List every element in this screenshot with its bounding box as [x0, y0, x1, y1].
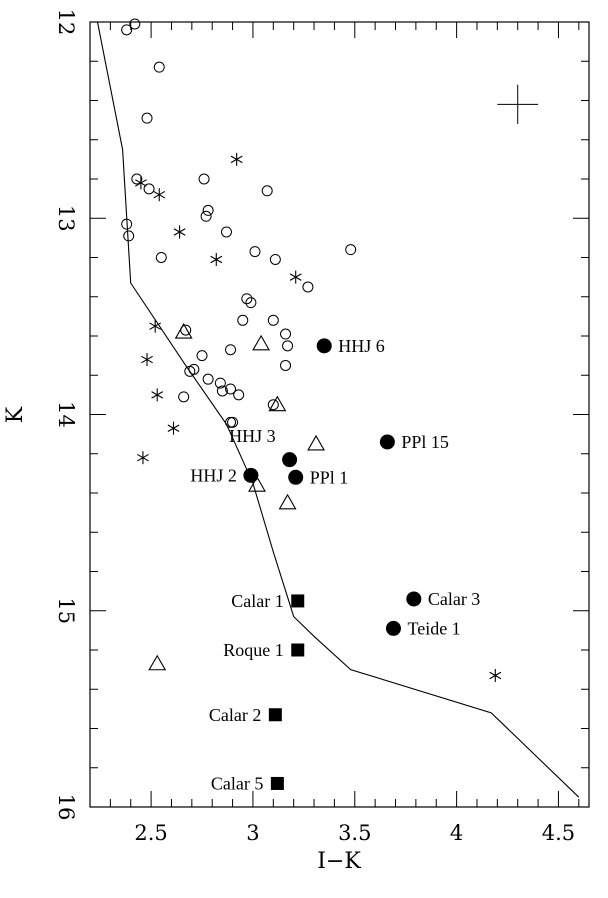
data-points [121, 18, 502, 790]
asterisk-point [230, 152, 243, 166]
asterisk-point [167, 421, 180, 435]
open-triangle-point [248, 476, 266, 492]
object-label: HHJ 3 [229, 426, 276, 446]
object-label: PPl 1 [310, 467, 349, 487]
axis-ticks [89, 21, 589, 808]
open-triangle-point [148, 654, 167, 671]
open-circle-point [245, 297, 257, 309]
asterisk-point [135, 176, 147, 190]
open-circle-point [261, 185, 273, 197]
asterisk-point [137, 451, 149, 465]
open-circle-point [123, 230, 135, 242]
x-tick-label: 4 [450, 821, 463, 845]
filled-circle-point [379, 434, 395, 450]
plot-frame [89, 21, 590, 808]
open-circle-point [267, 314, 279, 326]
open-circle-point [121, 24, 133, 36]
y-tick-label: 12 [54, 9, 78, 36]
isochrone-line [96, 21, 580, 798]
asterisk-point [210, 252, 223, 266]
open-triangle-point [252, 334, 271, 351]
error-bar-cross [497, 84, 539, 125]
open-triangle-point [174, 322, 193, 339]
asterisk-point [153, 188, 166, 202]
y-tick-label: 15 [54, 597, 78, 624]
filled-circle-point [288, 469, 304, 485]
open-triangle-point [278, 493, 297, 510]
filled-circle-point [385, 620, 401, 636]
filled-circle-point [282, 452, 298, 468]
open-circle-point [202, 204, 214, 216]
open-circle-point [225, 383, 237, 395]
asterisk-point [173, 225, 186, 239]
open-circle-point [121, 218, 133, 230]
open-circle-point [196, 350, 208, 362]
open-circle-point [269, 253, 281, 265]
open-circle-point [267, 399, 279, 411]
x-tick-label: 3 [246, 821, 259, 845]
x-axis-title: I−K [317, 849, 361, 874]
object-label: Calar 2 [209, 705, 261, 725]
object-label: Roque 1 [223, 640, 284, 660]
object-label: HHJ 6 [338, 336, 385, 356]
y-tick-label: 16 [54, 794, 78, 821]
axis-tick-labels: 2.5 3 3.5 4 4.5 12 13 14 15 16 [54, 9, 575, 845]
object-label: Calar 5 [211, 773, 263, 793]
y-axis-title: K [3, 406, 28, 423]
open-circle-point [282, 340, 294, 352]
open-circle-point [143, 183, 155, 195]
asterisk-point [151, 388, 164, 402]
filled-circle-point [316, 338, 332, 354]
object-label: HHJ 2 [190, 465, 237, 485]
y-tick-label: 14 [54, 401, 78, 428]
open-circle-point [241, 293, 253, 305]
open-circle-point [237, 314, 249, 326]
open-circle-point [216, 385, 228, 397]
open-circle-point [302, 281, 314, 293]
filled-square-point [270, 776, 284, 790]
open-circle-point [155, 252, 167, 263]
asterisk-point [489, 669, 502, 683]
open-circle-point [227, 416, 239, 428]
open-circle-point [198, 173, 210, 185]
open-circle-point [202, 373, 214, 385]
filled-square-point [291, 643, 305, 657]
open-circle-point [233, 389, 245, 401]
open-circle-point [280, 359, 292, 371]
open-circle-point [153, 61, 165, 73]
open-circle-point [220, 226, 232, 238]
open-circle-point [131, 173, 143, 185]
open-circle-point [178, 391, 190, 403]
object-labels: HHJ 6 HHJ 3 PPl 15 HHJ 2 PPl 1 Calar 1 Calar 3… [190, 336, 480, 794]
open-circle-point [280, 328, 292, 340]
open-triangle-point [307, 434, 326, 451]
x-tick-label: 2.5 [134, 821, 167, 845]
filled-square-point [268, 708, 282, 722]
y-tick-label: 13 [54, 205, 78, 232]
object-label: Calar 3 [428, 589, 480, 609]
open-circle-point [214, 377, 226, 389]
open-circle-point [188, 363, 200, 375]
asterisk-point [149, 319, 162, 333]
open-circle-point [249, 246, 261, 258]
open-circle-point [141, 112, 153, 124]
open-triangle-point [268, 395, 287, 412]
filled-circle-point [243, 467, 259, 483]
open-circle-point [129, 18, 141, 30]
asterisk-point [289, 270, 302, 284]
object-label: Teide 1 [407, 618, 460, 638]
x-tick-label: 4.5 [542, 821, 575, 845]
open-circle-point [345, 244, 357, 256]
object-label: PPl 15 [401, 432, 449, 452]
asterisk-point [141, 353, 153, 367]
x-tick-label: 3.5 [338, 821, 371, 845]
filled-circle-point [406, 591, 422, 607]
open-circle-point [225, 344, 237, 356]
open-circle-point [200, 210, 212, 222]
object-label: Calar 1 [231, 591, 283, 611]
filled-square-point [291, 594, 305, 608]
